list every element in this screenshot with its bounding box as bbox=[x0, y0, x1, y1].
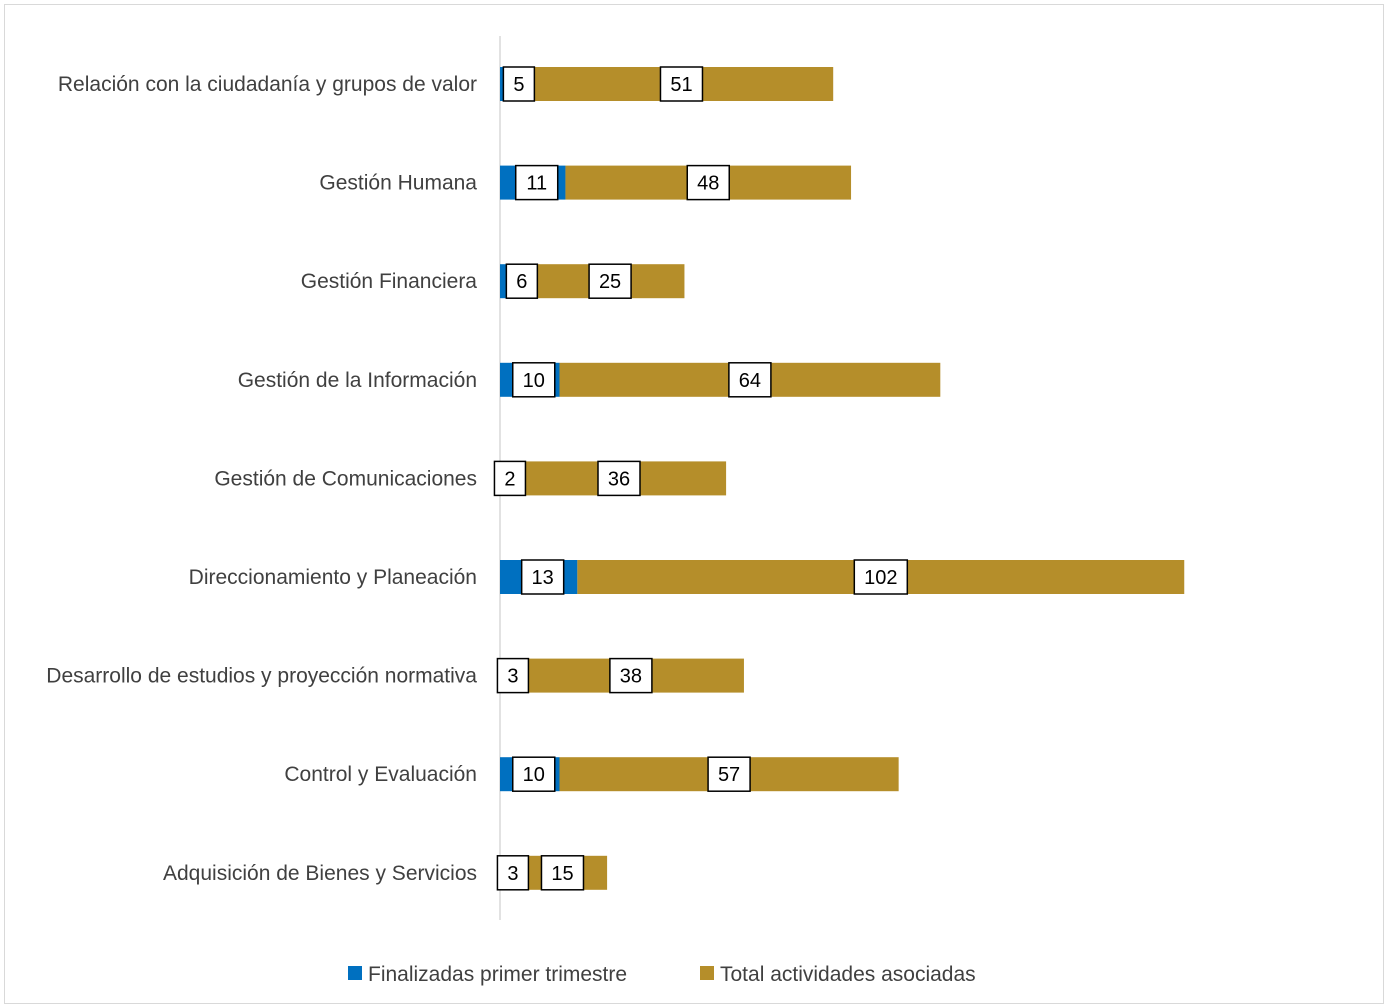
data-label-total-text: 64 bbox=[739, 370, 761, 392]
category-label: Gestión de la Información bbox=[238, 369, 477, 392]
legend-item: Finalizadas primer trimestre bbox=[348, 963, 627, 986]
data-label-total-text: 48 bbox=[697, 173, 719, 195]
data-label-finalizadas-text: 2 bbox=[504, 468, 515, 490]
data-label-finalizadas-box bbox=[512, 362, 556, 398]
data-label-total-box bbox=[588, 263, 632, 299]
data-label-total: 51 bbox=[659, 66, 704, 102]
data-label-total: 48 bbox=[686, 164, 730, 201]
legend-label: Total actividades asociadas bbox=[720, 963, 976, 986]
data-label-finalizadas-text: 10 bbox=[523, 764, 545, 786]
data-label-total: 57 bbox=[707, 756, 751, 792]
category-label: Control y Evaluación bbox=[284, 763, 477, 786]
category-label: Gestión Financiera bbox=[301, 270, 478, 293]
data-label-total-text: 36 bbox=[608, 468, 630, 490]
data-label-total-text: 57 bbox=[718, 764, 740, 786]
data-label-finalizadas-text: 10 bbox=[523, 370, 545, 392]
data-label-finalizadas-box bbox=[493, 460, 527, 497]
data-label-finalizadas-text: 13 bbox=[532, 567, 554, 589]
data-label-finalizadas-box bbox=[496, 855, 530, 891]
legend-swatch bbox=[700, 966, 714, 980]
data-label-finalizadas-text: 3 bbox=[507, 666, 518, 688]
data-label-total-box bbox=[707, 756, 751, 792]
data-label-total: 64 bbox=[728, 362, 772, 398]
category-label: Desarrollo de estudios y proyección norm… bbox=[46, 665, 477, 688]
data-label-finalizadas: 10 bbox=[512, 362, 556, 398]
category-label: Direccionamiento y Planeación bbox=[189, 566, 477, 589]
data-label-total: 15 bbox=[540, 855, 585, 891]
data-label-finalizadas: 2 bbox=[493, 460, 527, 497]
data-label-total-text: 15 bbox=[551, 863, 573, 885]
data-label-finalizadas: 10 bbox=[512, 756, 556, 792]
data-label-finalizadas: 6 bbox=[505, 263, 539, 299]
data-label-total-box bbox=[686, 164, 730, 201]
category-label: Gestión de Comunicaciones bbox=[214, 467, 477, 490]
category-label: Relación con la ciudadanía y grupos de v… bbox=[58, 73, 477, 96]
data-label-finalizadas-box bbox=[520, 559, 565, 595]
data-label-finalizadas-text: 6 bbox=[516, 271, 527, 293]
legend-swatch bbox=[348, 966, 362, 980]
data-label-total-box bbox=[853, 559, 909, 595]
data-label-finalizadas: 11 bbox=[514, 164, 559, 201]
data-label-total-text: 38 bbox=[620, 666, 642, 688]
data-label-finalizadas: 3 bbox=[496, 657, 530, 694]
category-label: Adquisición de Bienes y Servicios bbox=[163, 862, 477, 885]
legend-label: Finalizadas primer trimestre bbox=[368, 963, 627, 986]
data-label-finalizadas-text: 11 bbox=[526, 173, 547, 195]
data-label-finalizadas-box bbox=[505, 263, 539, 299]
data-label-finalizadas-box bbox=[502, 66, 536, 102]
data-label-total: 36 bbox=[597, 460, 641, 497]
data-label-total: 25 bbox=[588, 263, 632, 299]
data-label-total-box bbox=[728, 362, 772, 398]
data-label-total-box bbox=[609, 657, 653, 694]
data-label-total-box bbox=[597, 460, 641, 497]
data-label-finalizadas-text: 3 bbox=[507, 863, 518, 885]
data-label-total-text: 51 bbox=[670, 74, 692, 96]
data-label-finalizadas-box bbox=[496, 657, 530, 694]
data-label-total-box bbox=[540, 855, 585, 891]
legend-item: Total actividades asociadas bbox=[700, 963, 976, 986]
data-label-total-text: 102 bbox=[864, 567, 897, 589]
data-label-total: 102 bbox=[853, 559, 909, 595]
data-label-finalizadas-text: 5 bbox=[513, 74, 524, 96]
data-label-finalizadas: 3 bbox=[496, 855, 530, 891]
data-label-total-text: 25 bbox=[599, 271, 621, 293]
data-label-finalizadas: 13 bbox=[520, 559, 565, 595]
category-label: Gestión Humana bbox=[319, 172, 477, 195]
data-label-total: 38 bbox=[609, 657, 653, 694]
data-label-total-box bbox=[659, 66, 704, 102]
data-label-finalizadas-box bbox=[512, 756, 556, 792]
data-label-finalizadas-box bbox=[514, 164, 559, 201]
data-label-finalizadas: 5 bbox=[502, 66, 536, 102]
